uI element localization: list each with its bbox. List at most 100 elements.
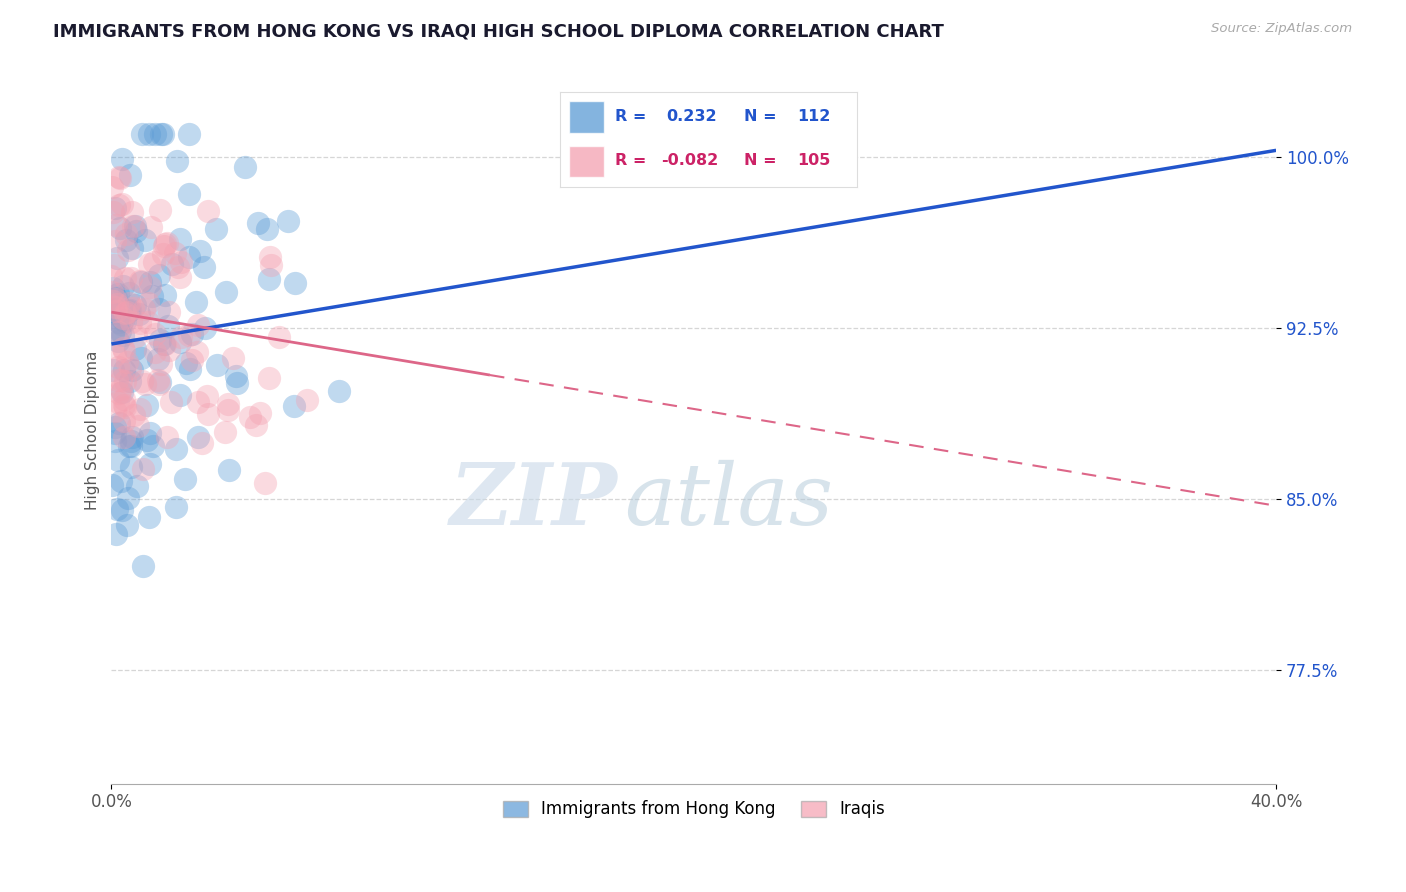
Point [124,298,146,312]
Point [226,376,249,390]
Point [150,357,173,371]
Point [120,271,142,285]
Point [110,170,132,185]
Point [152,246,174,260]
Point [233,160,256,174]
Point [187,318,209,333]
Point [104,348,127,362]
Point [121,204,143,219]
Point [328,384,350,398]
Point [257,371,280,385]
Point [124,219,146,233]
Point [167,260,190,275]
Point [111,313,134,327]
Point [187,430,209,444]
Point [149,333,172,347]
Point [153,239,176,253]
Point [104,291,127,305]
Point [152,128,174,142]
Text: atlas: atlas [624,460,832,542]
Point [136,315,159,329]
Point [111,152,134,166]
Point [107,325,129,339]
Point [110,382,132,396]
Point [104,201,127,215]
Point [127,479,149,493]
Point [153,287,176,301]
Point [169,232,191,246]
Point [160,395,183,409]
Point [107,169,129,184]
Point [181,352,204,367]
Point [205,359,228,373]
Point [104,403,127,417]
Point [114,314,136,328]
Point [283,400,305,414]
Point [217,402,239,417]
Point [218,463,240,477]
Point [107,395,129,409]
Point [128,307,150,321]
Point [165,500,187,514]
Point [153,336,176,351]
Point [146,373,169,387]
Point [225,369,247,384]
Point [239,409,262,424]
Point [114,430,136,444]
Point [101,285,124,300]
Point [142,439,165,453]
Point [215,285,238,300]
Point [186,345,208,359]
Point [197,203,219,218]
Point [134,376,156,391]
Point [131,374,153,388]
Point [142,255,165,269]
Point [108,416,131,430]
Point [111,503,134,517]
Point [110,474,132,488]
Point [138,257,160,271]
Point [166,153,188,168]
Point [139,275,162,289]
Point [157,343,180,358]
Point [191,436,214,450]
Point [111,197,134,211]
Point [195,388,218,402]
Point [115,227,138,242]
Point [117,491,139,505]
Point [104,425,127,440]
Point [177,186,200,201]
Point [101,179,124,194]
Point [134,234,156,248]
Point [120,459,142,474]
Point [107,360,129,375]
Legend: Immigrants from Hong Kong, Iraqis: Immigrants from Hong Kong, Iraqis [496,794,891,825]
Point [105,502,128,516]
Point [115,305,138,319]
Point [115,355,138,369]
Point [103,258,125,272]
Y-axis label: High School Diploma: High School Diploma [86,351,100,510]
Point [112,398,135,412]
Point [148,351,170,366]
Point [249,406,271,420]
Point [121,241,143,255]
Point [121,362,143,376]
Point [112,343,135,358]
Point [111,385,134,400]
Point [108,198,131,212]
Point [165,442,187,456]
Point [107,287,129,301]
Point [169,270,191,285]
Point [129,401,152,416]
Point [111,342,134,356]
Point [181,326,204,341]
Point [143,327,166,342]
Point [108,315,131,329]
Point [254,475,277,490]
Point [217,397,239,411]
Point [131,128,153,142]
Point [159,305,181,319]
Point [104,219,127,233]
Point [100,478,122,492]
